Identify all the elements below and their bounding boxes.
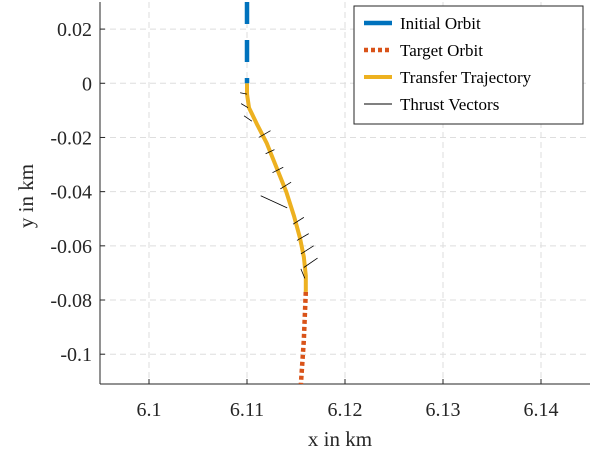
thrust-vector (300, 268, 306, 279)
x-tick-label: 6.1 (137, 399, 162, 421)
x-tick-label: 6.13 (426, 399, 461, 421)
series-transfer-trajectory (245, 83, 308, 292)
thrust-vector (240, 103, 249, 109)
y-axis-label: y in km (14, 164, 38, 228)
y-tick-label: -0.04 (50, 182, 92, 204)
thrust-vector (280, 181, 292, 190)
y-tick-labels: 0.02 0 -0.02 -0.04 -0.06 -0.08 -0.1 (50, 19, 92, 366)
x-tick-label: 6.11 (230, 399, 264, 421)
thrust-vector (292, 217, 305, 225)
x-axis-label: x in km (308, 427, 372, 451)
y-tick-label: -0.08 (50, 290, 92, 312)
legend: Initial Orbit Target Orbit Transfer Trajec… (353, 5, 584, 125)
x-tick-label: 6.12 (328, 399, 363, 421)
thrust-vector (260, 195, 288, 209)
legend-label: Thrust Vectors (400, 95, 499, 114)
series-target-orbit (298, 291, 309, 385)
y-tick-label: -0.1 (60, 344, 92, 366)
y-tick-label: -0.02 (50, 127, 92, 149)
plot-area (240, 2, 318, 385)
thrust-vector (296, 233, 309, 241)
legend-label: Transfer Trajectory (400, 68, 532, 87)
thrust-vector (240, 92, 248, 95)
thrust-vector (272, 166, 284, 174)
thrust-vector (265, 149, 275, 155)
thrust-vector (243, 115, 253, 122)
y-tick-label: -0.06 (50, 236, 92, 258)
legend-label: Target Orbit (400, 41, 483, 60)
legend-box (353, 5, 584, 125)
thrust-vector (303, 257, 318, 268)
thrust-vector (258, 130, 271, 138)
thrust-vector (300, 245, 314, 255)
legend-label: Initial Orbit (400, 14, 481, 33)
x-tick-labels: 6.1 6.11 6.12 6.13 6.14 (137, 399, 559, 421)
y-tick-label: 0 (82, 73, 92, 95)
x-tick-label: 6.14 (524, 399, 559, 421)
y-tick-label: 0.02 (57, 19, 92, 41)
